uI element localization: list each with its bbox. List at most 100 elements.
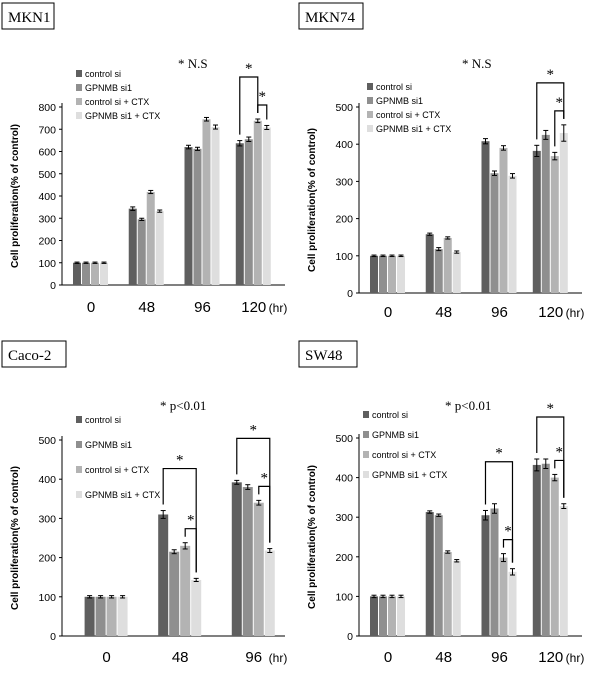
panel-title: MKN1 bbox=[8, 10, 51, 26]
bar-48hr-series0 bbox=[425, 512, 434, 636]
bar-96hr-series1 bbox=[242, 487, 253, 636]
significance-bracket bbox=[554, 110, 565, 147]
bar-0hr-series1 bbox=[95, 596, 106, 636]
panel-title-box bbox=[1, 340, 67, 368]
bar-0hr-series3 bbox=[396, 596, 405, 636]
significance-annotation: * N.S bbox=[178, 56, 208, 71]
bar-120hr-series1 bbox=[541, 463, 550, 636]
bar-96hr-series3 bbox=[508, 175, 517, 293]
legend-swatch-0 bbox=[367, 83, 373, 90]
legend-swatch-2 bbox=[367, 111, 373, 118]
y-tick-label: 0 bbox=[50, 280, 56, 292]
bar-0hr-series1 bbox=[378, 255, 387, 293]
bar-48hr-series3 bbox=[452, 252, 461, 293]
bar-96hr-series0 bbox=[231, 482, 242, 636]
y-axis-label: Cell proliferation(% of control) bbox=[10, 124, 21, 268]
bar-96hr-series3 bbox=[264, 550, 275, 636]
legend-entry-3: GPNMB si1 + CTX bbox=[376, 124, 451, 134]
legend-entry-2: control si + CTX bbox=[85, 465, 149, 475]
y-tick-label: 100 bbox=[335, 591, 353, 603]
chart-svg-caco2: Caco-2 Cell proliferation(% of control) 0 1… bbox=[1, 340, 287, 666]
legend-entry-1: GPNMB si1 bbox=[85, 83, 132, 93]
significance-star: * bbox=[261, 470, 269, 486]
bar-48hr-series1 bbox=[137, 219, 146, 285]
panel-title: SW48 bbox=[305, 348, 343, 364]
legend-entry-3: GPNMB si1 + CTX bbox=[372, 470, 447, 480]
bar-0hr-series1 bbox=[378, 596, 387, 636]
bar-120hr-series3 bbox=[559, 506, 568, 636]
y-tick-label: 300 bbox=[38, 513, 56, 525]
x-tick-label: 120 bbox=[538, 649, 563, 666]
y-tick-label: 800 bbox=[38, 102, 56, 114]
y-tick-label: 500 bbox=[335, 102, 353, 114]
x-tick-label: 0 bbox=[102, 649, 110, 666]
panel-title: MKN74 bbox=[305, 10, 356, 26]
bar-48hr-series3 bbox=[191, 579, 202, 636]
significance-bracket bbox=[484, 461, 514, 563]
y-axis-label: Cell proliferation(% of control) bbox=[307, 465, 318, 609]
bar-120hr-series1 bbox=[541, 134, 550, 293]
bar-120hr-series3 bbox=[559, 133, 568, 293]
y-tick-label: 400 bbox=[335, 473, 353, 485]
x-axis-unit: (hr) bbox=[566, 306, 585, 320]
bar-96hr-series1 bbox=[193, 148, 202, 285]
bar-48hr-series2 bbox=[443, 552, 452, 636]
bar-0hr-series2 bbox=[90, 262, 99, 285]
legend-swatch-0 bbox=[76, 416, 82, 423]
chart-panel-mkn1: MKN1 Cell proliferation(% of control) 0 100… bbox=[0, 0, 297, 337]
significance-bracket bbox=[502, 539, 514, 563]
bar-120hr-series2 bbox=[253, 120, 262, 285]
bar-0hr-series3 bbox=[117, 596, 128, 636]
chart-svg-sw48: SW48 Cell proliferation(% of control) 0 100… bbox=[298, 340, 585, 666]
bar-0hr-series2 bbox=[106, 596, 117, 636]
bar-120hr-series0 bbox=[235, 143, 244, 285]
bar-48hr-series1 bbox=[169, 551, 180, 636]
x-axis-unit: (hr) bbox=[269, 301, 288, 315]
y-tick-label: 500 bbox=[38, 435, 56, 447]
legend-swatch-0 bbox=[363, 411, 369, 418]
y-tick-label: 300 bbox=[38, 213, 56, 225]
y-tick-label: 500 bbox=[335, 433, 353, 445]
significance-annotation: * p<0.01 bbox=[160, 398, 206, 413]
chart-svg-mkn74: MKN74 Cell proliferation(% of control) 0 10… bbox=[298, 2, 585, 321]
significance-star: * bbox=[495, 446, 503, 462]
chart-panel-sw48: SW48 Cell proliferation(% of control) 0 100… bbox=[297, 338, 594, 675]
bar-48hr-series0 bbox=[425, 234, 434, 293]
x-tick-label: 48 bbox=[138, 299, 155, 316]
bar-48hr-series0 bbox=[128, 208, 137, 285]
y-tick-label: 0 bbox=[347, 288, 353, 300]
panel-title: Caco-2 bbox=[8, 348, 51, 364]
significance-annotation: * N.S bbox=[462, 56, 492, 71]
significance-star: * bbox=[250, 422, 258, 438]
bar-96hr-series2 bbox=[253, 502, 264, 636]
x-axis-unit: (hr) bbox=[566, 651, 585, 665]
bar-0hr-series0 bbox=[369, 255, 378, 293]
bar-96hr-series0 bbox=[184, 147, 193, 285]
significance-bracket bbox=[258, 485, 271, 543]
significance-bracket bbox=[536, 416, 565, 498]
bar-0hr-series3 bbox=[396, 255, 405, 293]
bar-0hr-series2 bbox=[387, 596, 396, 636]
bar-96hr-series0 bbox=[481, 141, 490, 293]
significance-bracket bbox=[554, 459, 565, 498]
bar-96hr-series0 bbox=[481, 515, 490, 636]
bar-48hr-series2 bbox=[146, 191, 155, 285]
y-tick-label: 200 bbox=[38, 553, 56, 565]
legend-swatch-3 bbox=[367, 125, 373, 132]
legend-entry-0: control si bbox=[376, 82, 412, 92]
legend-swatch-3 bbox=[76, 491, 82, 498]
legend-entry-0: control si bbox=[372, 410, 408, 420]
bar-48hr-series2 bbox=[443, 237, 452, 293]
y-axis-label: Cell proliferation(% of control) bbox=[307, 128, 318, 272]
bar-120hr-series3 bbox=[262, 127, 271, 285]
y-tick-label: 0 bbox=[347, 631, 353, 643]
y-tick-label: 300 bbox=[335, 512, 353, 524]
x-tick-label: 48 bbox=[435, 649, 452, 666]
x-tick-label: 96 bbox=[491, 649, 508, 666]
bar-96hr-series1 bbox=[490, 173, 499, 293]
legend-entry-1: GPNMB si1 bbox=[85, 440, 132, 450]
bar-48hr-series1 bbox=[434, 515, 443, 636]
legend-swatch-1 bbox=[76, 441, 82, 448]
legend-entry-1: GPNMB si1 bbox=[372, 430, 419, 440]
legend-entry-2: control si + CTX bbox=[85, 97, 149, 107]
